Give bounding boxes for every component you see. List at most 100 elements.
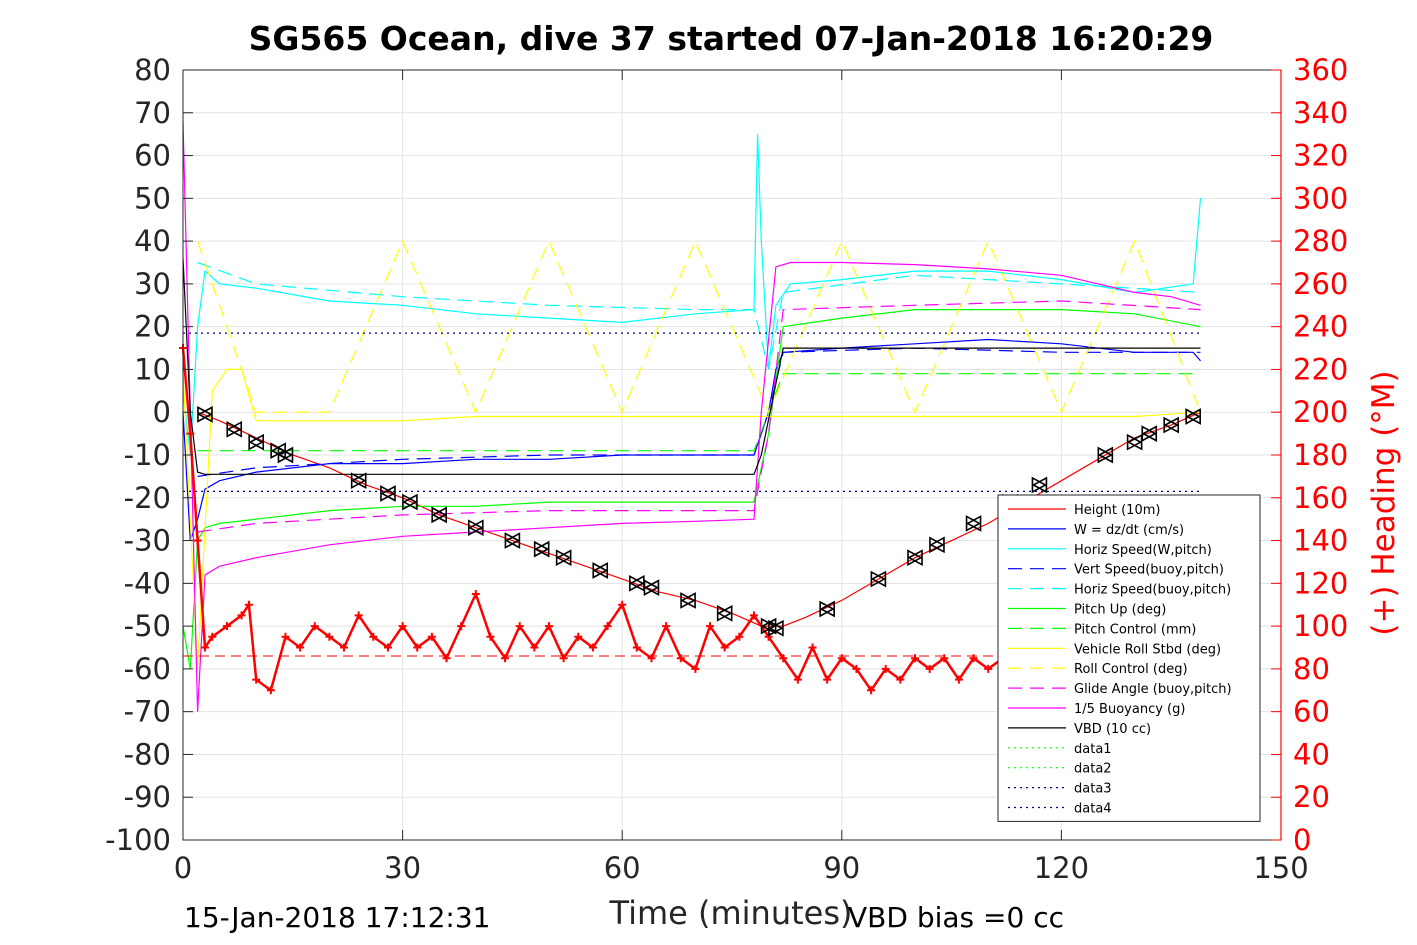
legend-entry: data1 (1074, 742, 1112, 757)
y2-tick-label: 240 (1293, 310, 1348, 344)
heading-point (852, 664, 861, 673)
heading-point (501, 654, 510, 663)
y-tick-label: 30 (134, 267, 171, 301)
series-line-11 (182, 258, 1201, 475)
heading-point (486, 632, 495, 641)
footer-vbd-bias: VBD bias =0 cc (848, 901, 1064, 934)
series-line-4 (197, 261, 1201, 370)
y2-tick-label: 140 (1293, 524, 1348, 558)
y-tick-label: -100 (105, 823, 171, 857)
heading-point (691, 664, 700, 673)
x-tick-label: 0 (174, 851, 192, 885)
legend-entry: Glide Angle (buoy,pitch) (1074, 682, 1232, 697)
waypoint-marker-left (468, 519, 484, 537)
heading-point (398, 622, 407, 631)
y2-tick-label: 60 (1293, 695, 1330, 729)
y2-tick-label: 280 (1293, 224, 1348, 258)
y-tick-label: 10 (134, 352, 171, 386)
legend-entry: Height (10m) (1074, 503, 1160, 518)
y2-tick-label: 0 (1293, 823, 1311, 857)
waypoint-marker-left (1031, 476, 1048, 494)
heading-point (632, 643, 641, 652)
heading-point (457, 622, 466, 631)
y2-tick-label: 20 (1293, 780, 1330, 814)
legend-entry: Vert Speed(buoy,pitch) (1074, 563, 1224, 578)
heading-point (325, 632, 334, 641)
heading-point (383, 643, 392, 652)
footer-timestamp: 15-Jan-2018 17:12:31 (184, 901, 490, 934)
heading-point (603, 622, 612, 631)
heading-point (779, 654, 788, 663)
heading-line (181, 347, 1063, 693)
waypoint-marker-left (965, 515, 982, 532)
y-tick-label: 0 (153, 395, 171, 429)
waypoint-marker-left (402, 493, 418, 511)
series-line-7 (182, 368, 1201, 669)
waypoint-marker-left (768, 619, 784, 637)
y-tick-label: -30 (124, 524, 171, 558)
waypoint-marker-left (907, 549, 923, 567)
waypoint-marker-left (819, 600, 835, 618)
y2-tick-label: 100 (1293, 609, 1348, 643)
heading-point (954, 675, 963, 684)
series-line-10 (182, 121, 1201, 712)
waypoint-marker-left (870, 570, 887, 588)
y-tick-label: 50 (134, 181, 171, 215)
heading-point (208, 632, 217, 641)
y-tick-label: 40 (134, 224, 171, 258)
y-tick-label: -40 (124, 566, 171, 600)
heading-point (881, 664, 890, 673)
heading-point (530, 643, 539, 652)
waypoint-marker-left (277, 446, 294, 464)
waypoint-marker-left (1097, 446, 1114, 464)
legend-entry: Horiz Speed(buoy,pitch) (1074, 583, 1231, 598)
heading-point (940, 654, 949, 663)
waypoint-marker-left (197, 406, 213, 423)
legend-entry: Vehicle Roll Stbd (deg) (1074, 642, 1221, 657)
y2-tick-label: 180 (1293, 438, 1348, 472)
y-tick-label: -90 (124, 780, 171, 814)
legend-entry: Horiz Speed(W,pitch) (1074, 543, 1212, 558)
heading-point (200, 643, 209, 652)
heading-point (911, 654, 919, 663)
series-line-6 (197, 373, 1201, 452)
heading-point (808, 643, 817, 652)
legend: Height (10m) W = dz/dt (cm/s) Horiz Speed(… (997, 494, 1261, 822)
y2-tick-label: 360 (1293, 53, 1348, 87)
legend-entry: Pitch Control (mm) (1074, 622, 1196, 637)
heading-point (618, 600, 627, 609)
waypoint-marker-left (1185, 408, 1201, 425)
heading-point (186, 429, 195, 438)
y-tick-label: -70 (124, 695, 171, 729)
y-tick-label: -20 (124, 481, 171, 515)
heading-point (545, 622, 553, 631)
waypoint-marker-left (716, 604, 733, 622)
y-tick-label: 60 (134, 139, 171, 173)
x-axis-label: Time (minutes) (609, 894, 853, 932)
y-tick-label: -80 (124, 737, 171, 771)
heading-point (676, 654, 685, 663)
y-tick-label: -60 (124, 652, 171, 686)
heading-point (823, 675, 832, 684)
waypoint-marker-left (592, 562, 609, 579)
series-line-3 (197, 347, 1201, 477)
heading-point (735, 632, 744, 641)
axes: 0 30 60 90 120 150-100-90-80-70-60-50-40-30-2… (105, 53, 1348, 885)
waypoint-marker-left (1163, 416, 1179, 434)
waypoint-marker-left (431, 506, 447, 524)
waypoint-marker-left (643, 579, 660, 596)
waypoint-marker-left (680, 592, 696, 609)
heading-point (896, 675, 905, 684)
heading-point (427, 632, 436, 641)
waypoint-marker-left (380, 485, 396, 502)
waypoint-marker-left (1141, 425, 1158, 442)
heading-point (252, 675, 261, 684)
heading-point (266, 686, 275, 695)
y-tick-label: -10 (124, 438, 171, 472)
waypoint-marker-left (226, 420, 243, 438)
waypoint-marker-left (1126, 433, 1143, 451)
heading-point (413, 643, 422, 652)
heading-point (442, 654, 451, 663)
waypoint-marker-left (555, 549, 572, 567)
y2-tick-label: 300 (1293, 181, 1348, 215)
